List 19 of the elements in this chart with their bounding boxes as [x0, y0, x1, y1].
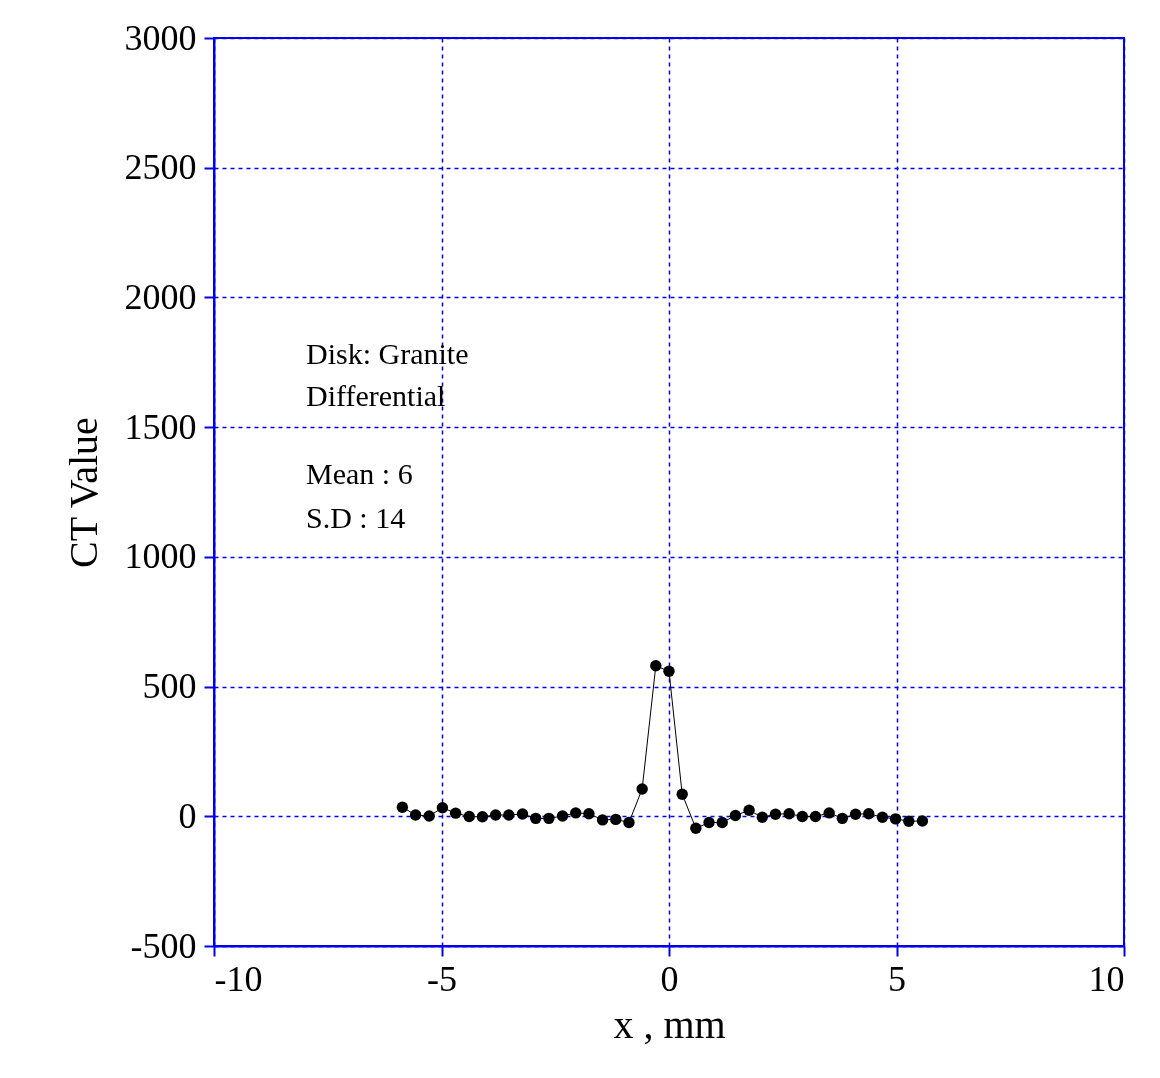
annotation: S.D : 14 — [306, 501, 406, 534]
annotation: Mean : 6 — [306, 457, 413, 490]
y-tick-label: 3000 — [124, 17, 197, 58]
x-tick-label: 0 — [660, 958, 679, 999]
y-tick-label: -500 — [130, 925, 197, 966]
y-tick-label: 2500 — [124, 147, 197, 188]
y-tick-label: 1500 — [124, 406, 197, 447]
y-axis-title: CT Value — [60, 417, 106, 568]
annotation: Differential — [306, 379, 446, 412]
y-tick-label: 1000 — [124, 536, 197, 577]
x-tick-label: -10 — [214, 958, 263, 999]
x-axis-title: x , mm — [613, 1001, 726, 1047]
y-tick-label: 0 — [178, 795, 197, 836]
x-tick-label: 5 — [888, 958, 906, 999]
x-tick-label: -5 — [427, 958, 457, 999]
y-tick-label: 2000 — [124, 276, 197, 317]
x-tick-label: 10 — [1088, 958, 1125, 999]
annotation: Disk: Granite — [306, 337, 469, 370]
y-tick-label: 500 — [142, 666, 197, 707]
